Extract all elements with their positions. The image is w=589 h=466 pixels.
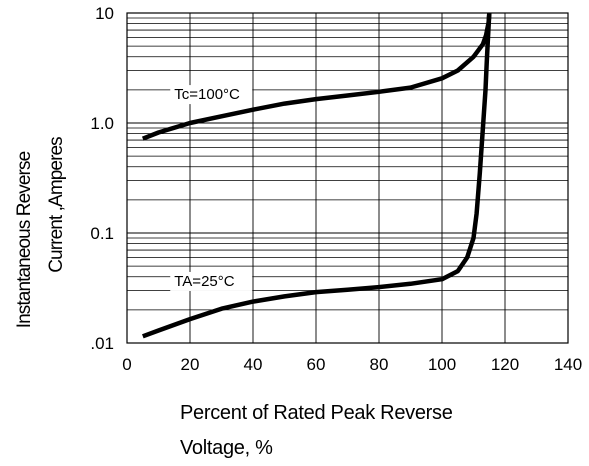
x-axis-label-line-1: Percent of Rated Peak Reverse [180,402,453,424]
y-axis-label-line-1: Instantaneous Reverse [14,151,35,328]
x-axis-label-line-2: Voltage, % [180,437,273,459]
series-label-tc100-bg [170,85,253,105]
series-labels: Tc=100°C TA=25°C [170,85,253,291]
x-axis-label: Percent of Rated Peak Reverse Voltage, % [180,396,453,466]
x-tick-label: 100 [428,355,456,374]
plot-frame [126,12,569,344]
x-tick-label: 0 [122,355,131,374]
y-axis-label-line-2: Current ,Amperes [46,137,67,273]
series-label-ta25-bg [170,271,253,291]
series-line-1 [141,12,492,141]
y-tick-label: .01 [90,334,114,353]
y-tick-label: 10 [95,4,114,23]
series-label-tc100: Tc=100°C [174,86,240,103]
series-layer [141,12,492,339]
grid [127,13,568,343]
x-tick-label: 80 [370,355,389,374]
series-line-2 [142,12,492,339]
y-tick-labels: 10 1.0 0.1 .01 [90,4,114,353]
x-tick-label: 60 [307,355,326,374]
series-label-ta25: TA=25°C [174,273,234,290]
x-tick-label: 120 [491,355,519,374]
x-tick-label: 20 [181,355,200,374]
x-tick-labels: 0 20 40 60 80 100 120 140 [122,355,582,374]
y-tick-label: 0.1 [90,224,114,243]
plot-area [126,12,569,344]
x-tick-label: 140 [554,355,582,374]
x-tick-label: 40 [244,355,263,374]
y-tick-label: 1.0 [90,114,114,133]
